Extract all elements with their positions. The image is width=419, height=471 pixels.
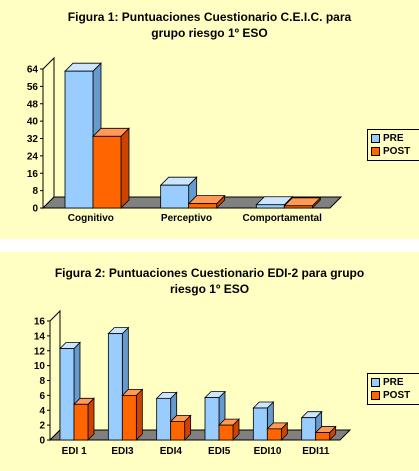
- legend-swatch-post: [371, 391, 380, 400]
- bar-front: [121, 394, 137, 441]
- y-tick-label: 64: [27, 65, 39, 76]
- y-tick-label: 40: [27, 117, 39, 128]
- bar-front: [218, 424, 234, 441]
- y-tick-label: 10: [34, 361, 46, 372]
- bar-side: [120, 127, 130, 209]
- x-tick-label: Perceptivo: [161, 213, 212, 224]
- bar-post: [92, 127, 130, 209]
- y-tick-label: 56: [27, 82, 39, 93]
- bar-post: [73, 397, 95, 441]
- y-tick-label: 0: [32, 204, 38, 215]
- chart-legend: PRE POST: [367, 129, 419, 161]
- bar-front: [73, 403, 89, 441]
- bar-post: [121, 388, 144, 441]
- x-tick-label: EDI 1: [62, 446, 87, 457]
- x-tick-label: EDI11: [302, 446, 330, 457]
- bar-front: [283, 205, 313, 209]
- y-tick-label: 8: [39, 376, 45, 387]
- chart-title-line-1: Figura 2: Puntuaciones Cuestionario EDI-…: [54, 266, 365, 280]
- bar-front: [160, 184, 190, 209]
- legend-item-post: POST: [371, 145, 417, 158]
- chart-panel-1: Figura 1: Puntuaciones Cuestionario C.E.…: [0, 0, 419, 239]
- legend-label-pre: PRE: [383, 377, 404, 388]
- chart-legend: PRE POST: [367, 373, 419, 405]
- y-tick-label: 16: [34, 317, 46, 328]
- bar-front: [188, 203, 218, 209]
- bar-front: [170, 421, 186, 441]
- y-tick-label: 32: [27, 134, 39, 145]
- x-tick-label: EDI10: [254, 446, 282, 457]
- y-tick-label: 4: [39, 406, 45, 417]
- bar-post: [218, 418, 240, 441]
- bar-side: [135, 388, 143, 441]
- legend-item-pre: PRE: [371, 376, 417, 389]
- bar-front: [156, 397, 172, 441]
- chart-title: Figura 1: Puntuaciones Cuestionario C.E.…: [0, 9, 419, 41]
- chart-title-line-1: Figura 1: Puntuaciones Cuestionario C.E.…: [67, 10, 352, 24]
- side-wall: [42, 56, 55, 210]
- x-tick-label: EDI4: [160, 446, 183, 457]
- bar-front: [252, 407, 268, 441]
- x-tick-label: Cognitivo: [68, 213, 114, 224]
- y-tick-label: 24: [27, 151, 39, 162]
- legend-swatch-pre: [371, 134, 380, 143]
- y-tick-label: 12: [34, 346, 46, 357]
- bar-post: [187, 194, 226, 209]
- y-tick-label: 14: [34, 331, 46, 342]
- legend-swatch-post: [371, 147, 380, 156]
- bar-front: [315, 432, 331, 441]
- bar-chart-ceic: 0 8 16 24 32 40 48 56 64 Cognitivo Perceptivo Compo…: [27, 56, 343, 224]
- y-tick-label: 48: [27, 99, 39, 110]
- x-tick-label: EDI3: [111, 446, 134, 457]
- chart-panel-2: Figura 2: Puntuaciones Cuestionario EDI-…: [0, 252, 419, 471]
- bar-post: [283, 196, 322, 209]
- bar-pre: [300, 410, 323, 441]
- y-tick-label: 2: [39, 421, 45, 432]
- x-tick-label: EDI5: [208, 446, 231, 457]
- bar-post: [266, 421, 289, 441]
- legend-label-post: POST: [383, 146, 411, 157]
- chart-title-line-2: riesgo 1º ESO: [169, 282, 250, 296]
- bar-side: [87, 397, 95, 441]
- bar-chart-edi2: 0 2 4 6 8 10 12 14 16 EDI 1 EDI3 EDI4 EDI5 EDI10 EDI11: [34, 309, 352, 457]
- legend-item-post: POST: [371, 389, 417, 402]
- legend-label-post: POST: [383, 390, 411, 401]
- bar-post: [169, 414, 192, 441]
- bar-front: [64, 70, 94, 209]
- chart-title-line-2: grupo riesgo 1º ESO: [151, 26, 268, 40]
- legend-item-pre: PRE: [371, 132, 417, 145]
- bar-front: [301, 417, 317, 441]
- bar-front: [59, 348, 75, 441]
- x-tick-label: Comportamental: [242, 213, 322, 224]
- side-wall: [49, 309, 61, 442]
- bar-front: [255, 204, 285, 209]
- y-tick-label: 6: [39, 391, 45, 402]
- bar-front: [92, 135, 122, 209]
- bar-front: [107, 333, 123, 441]
- y-tick-label: 16: [27, 169, 39, 180]
- legend-label-pre: PRE: [383, 133, 404, 144]
- bar-front: [266, 428, 282, 441]
- legend-swatch-pre: [371, 378, 380, 387]
- bar-post: [314, 425, 337, 441]
- y-tick-label: 8: [32, 186, 38, 197]
- y-tick-label: 0: [39, 436, 45, 447]
- chart-title: Figura 2: Puntuaciones Cuestionario EDI-…: [0, 265, 419, 297]
- bar-front: [204, 397, 220, 441]
